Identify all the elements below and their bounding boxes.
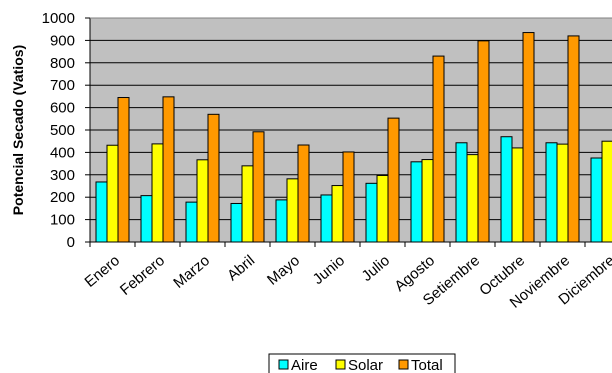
bar-total-junio	[342, 151, 355, 243]
y-tick-label: 0	[67, 234, 75, 251]
bar-total-enero	[117, 97, 130, 243]
bar-solar-junio	[331, 185, 344, 243]
legend: Aire Solar Total	[268, 353, 456, 373]
y-tick-label: 600	[50, 100, 75, 117]
bar-solar-agosto	[421, 159, 434, 243]
y-tick-label: 200	[50, 189, 75, 206]
bar-solar-julio	[376, 174, 389, 243]
bar-aire-setiembre	[455, 142, 468, 243]
bar-solar-marzo	[196, 159, 209, 243]
bar-aire-octubre	[500, 136, 513, 243]
bar-solar-abril	[241, 165, 254, 243]
bar-total-marzo	[207, 113, 220, 243]
legend-swatch-total	[398, 359, 409, 370]
bar-aire-mayo	[275, 199, 288, 243]
bar-solar-enero	[106, 144, 119, 243]
y-tick-label: 400	[50, 144, 75, 161]
y-tick-label: 700	[50, 77, 75, 94]
y-tick-labels: 0 100 200 300 400 500 600 700 800 900 1000	[42, 10, 75, 251]
bar-aire-noviembre	[545, 142, 558, 243]
bar-aire-junio	[320, 194, 333, 243]
bar-aire-marzo	[185, 201, 198, 243]
y-tick-label: 900	[50, 32, 75, 49]
y-tick-label: 500	[50, 122, 75, 139]
bar-solar-diciembre	[601, 140, 612, 243]
legend-swatch-solar	[335, 359, 346, 370]
x-tick-label: Febrero	[117, 252, 168, 299]
bar-aire-enero	[95, 181, 108, 243]
legend-label-total: Total	[411, 357, 443, 373]
y-axis-label: Potencial Secado (Vatios)	[10, 45, 26, 215]
y-tick-label: 100	[50, 212, 75, 229]
bar-solar-febrero	[151, 143, 164, 243]
bar-solar-octubre	[511, 147, 524, 243]
bar-solar-mayo	[286, 178, 299, 243]
bar-total-setiembre	[477, 40, 490, 243]
x-tick-label: Abril	[224, 252, 258, 284]
bar-aire-febrero	[140, 195, 153, 243]
bar-total-agosto	[432, 55, 445, 243]
bar-solar-noviembre	[556, 143, 569, 243]
axes	[85, 17, 612, 247]
bar-solar-setiembre	[466, 154, 479, 243]
x-tick-label: Junio	[310, 252, 348, 288]
y-tick-label: 300	[50, 167, 75, 184]
legend-swatch-aire	[278, 359, 289, 370]
bar-total-julio	[387, 117, 400, 243]
bar-total-noviembre	[567, 35, 580, 243]
bar-total-abril	[252, 131, 265, 243]
legend-label-solar: Solar	[348, 357, 383, 373]
bar-aire-abril	[230, 202, 243, 243]
bar-total-mayo	[297, 144, 310, 243]
legend-label-aire: Aire	[291, 357, 318, 373]
bar-aire-julio	[365, 182, 378, 243]
bar-aire-agosto	[410, 161, 423, 243]
bar-total-febrero	[162, 96, 175, 243]
x-tick-label: Marzo	[170, 252, 213, 292]
y-tick-label: 800	[50, 55, 75, 72]
bar-total-octubre	[522, 32, 535, 243]
x-tick-label: Mayo	[264, 252, 303, 289]
y-tick-label: 1000	[42, 10, 75, 27]
bar-aire-diciembre	[590, 157, 603, 243]
x-tick-label: Julio	[359, 252, 394, 285]
